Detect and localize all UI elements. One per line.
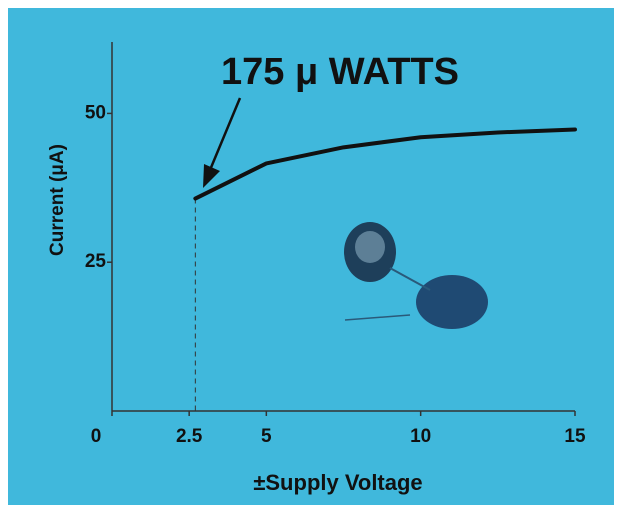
y-tick-label: 50 (85, 102, 106, 123)
chart-background (8, 8, 614, 505)
y-tick-label: 25 (85, 251, 107, 272)
annotation-arrow (203, 97, 242, 188)
x-tick-label: 5 (261, 426, 272, 447)
x-tick-label: 10 (410, 426, 431, 447)
x-tick-label: 2.5 (176, 426, 203, 447)
y-axis-label: Current (μA) (47, 144, 68, 256)
annotation: 175 μ WATTS (221, 51, 459, 93)
x-axis-label: ±Supply Voltage (253, 470, 422, 495)
x-tick-label: 15 (564, 426, 586, 447)
x-tick-label: 0 (91, 426, 102, 447)
series-line (193, 127, 577, 201)
photo (344, 222, 488, 329)
